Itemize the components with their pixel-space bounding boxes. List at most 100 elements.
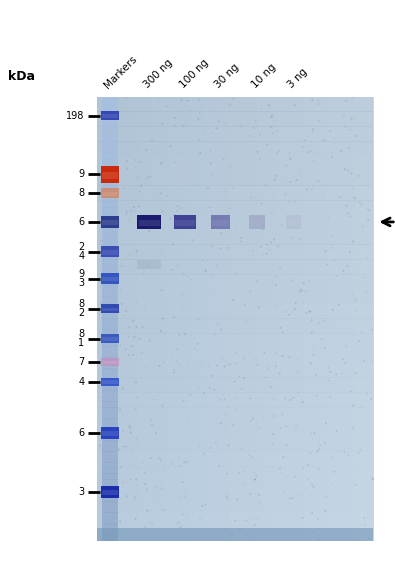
Bar [101, 427, 119, 439]
Point [355, 171, 361, 180]
Bar [97, 348, 373, 363]
Point [254, 471, 260, 480]
Point [198, 102, 204, 112]
Bar [299, 97, 305, 541]
Point [136, 463, 143, 472]
Bar [212, 220, 229, 226]
Point [258, 199, 265, 208]
Point [256, 408, 263, 417]
Point [254, 360, 261, 370]
Point [108, 483, 115, 492]
Point [209, 242, 215, 251]
Point [224, 494, 231, 503]
Point [260, 249, 266, 259]
Bar [97, 97, 102, 541]
Point [322, 343, 328, 352]
Point [297, 235, 303, 244]
Point [179, 290, 185, 299]
Bar [97, 141, 373, 156]
Bar [97, 510, 373, 526]
Point [105, 98, 112, 107]
Point [276, 394, 282, 403]
Point [203, 267, 209, 276]
Bar [207, 97, 213, 541]
Bar [102, 337, 118, 341]
Bar [198, 97, 203, 541]
Point [95, 348, 101, 357]
Point [325, 363, 331, 372]
Point [122, 184, 128, 193]
Point [185, 361, 192, 370]
Bar [101, 334, 119, 343]
Point [107, 323, 113, 332]
Text: kDa: kDa [8, 70, 35, 83]
Point [195, 115, 201, 124]
Point [156, 362, 163, 371]
Point [207, 146, 214, 156]
Bar [174, 214, 196, 229]
Point [341, 447, 348, 456]
Point [98, 299, 105, 308]
Point [308, 146, 314, 156]
Point [219, 427, 226, 436]
Point [365, 204, 371, 213]
Point [286, 148, 293, 157]
Point [167, 214, 174, 223]
Point [269, 462, 275, 471]
Point [100, 285, 106, 294]
Point [343, 342, 350, 351]
Point [227, 360, 233, 369]
Point [324, 311, 330, 320]
Point [305, 475, 311, 484]
Point [286, 197, 292, 206]
Point [315, 177, 322, 186]
Bar [175, 97, 181, 541]
Point [263, 249, 270, 259]
Point [310, 482, 317, 491]
Point [257, 214, 263, 224]
Text: 7: 7 [78, 357, 85, 367]
Point [213, 260, 219, 269]
Point [109, 424, 115, 433]
Bar [143, 97, 148, 541]
Point [181, 121, 187, 130]
Point [269, 277, 275, 286]
Point [241, 352, 247, 362]
Point [347, 247, 353, 256]
Bar [102, 402, 118, 407]
Point [323, 419, 329, 428]
Bar [102, 418, 118, 424]
Point [361, 356, 367, 366]
Bar [263, 97, 268, 541]
Point [215, 470, 221, 479]
Point [103, 458, 110, 467]
Bar [97, 392, 373, 407]
Point [296, 513, 303, 522]
Point [195, 346, 201, 355]
Point [264, 240, 270, 249]
Point [329, 275, 336, 284]
Bar [101, 216, 119, 228]
Point [338, 146, 344, 156]
Point [347, 212, 353, 221]
Point [110, 102, 116, 112]
Point [258, 301, 264, 310]
Point [280, 453, 287, 462]
Point [217, 395, 223, 404]
Point [134, 247, 140, 256]
Point [201, 449, 207, 458]
Bar [102, 241, 118, 247]
Point [193, 408, 199, 417]
Point [171, 158, 178, 167]
Point [140, 268, 146, 277]
Point [127, 424, 134, 433]
Bar [97, 495, 373, 511]
Bar [97, 289, 373, 304]
Point [370, 474, 376, 483]
Point [229, 183, 235, 192]
Bar [97, 126, 373, 141]
Bar [102, 518, 118, 524]
Point [315, 96, 322, 105]
Point [359, 402, 365, 411]
Point [97, 441, 103, 450]
